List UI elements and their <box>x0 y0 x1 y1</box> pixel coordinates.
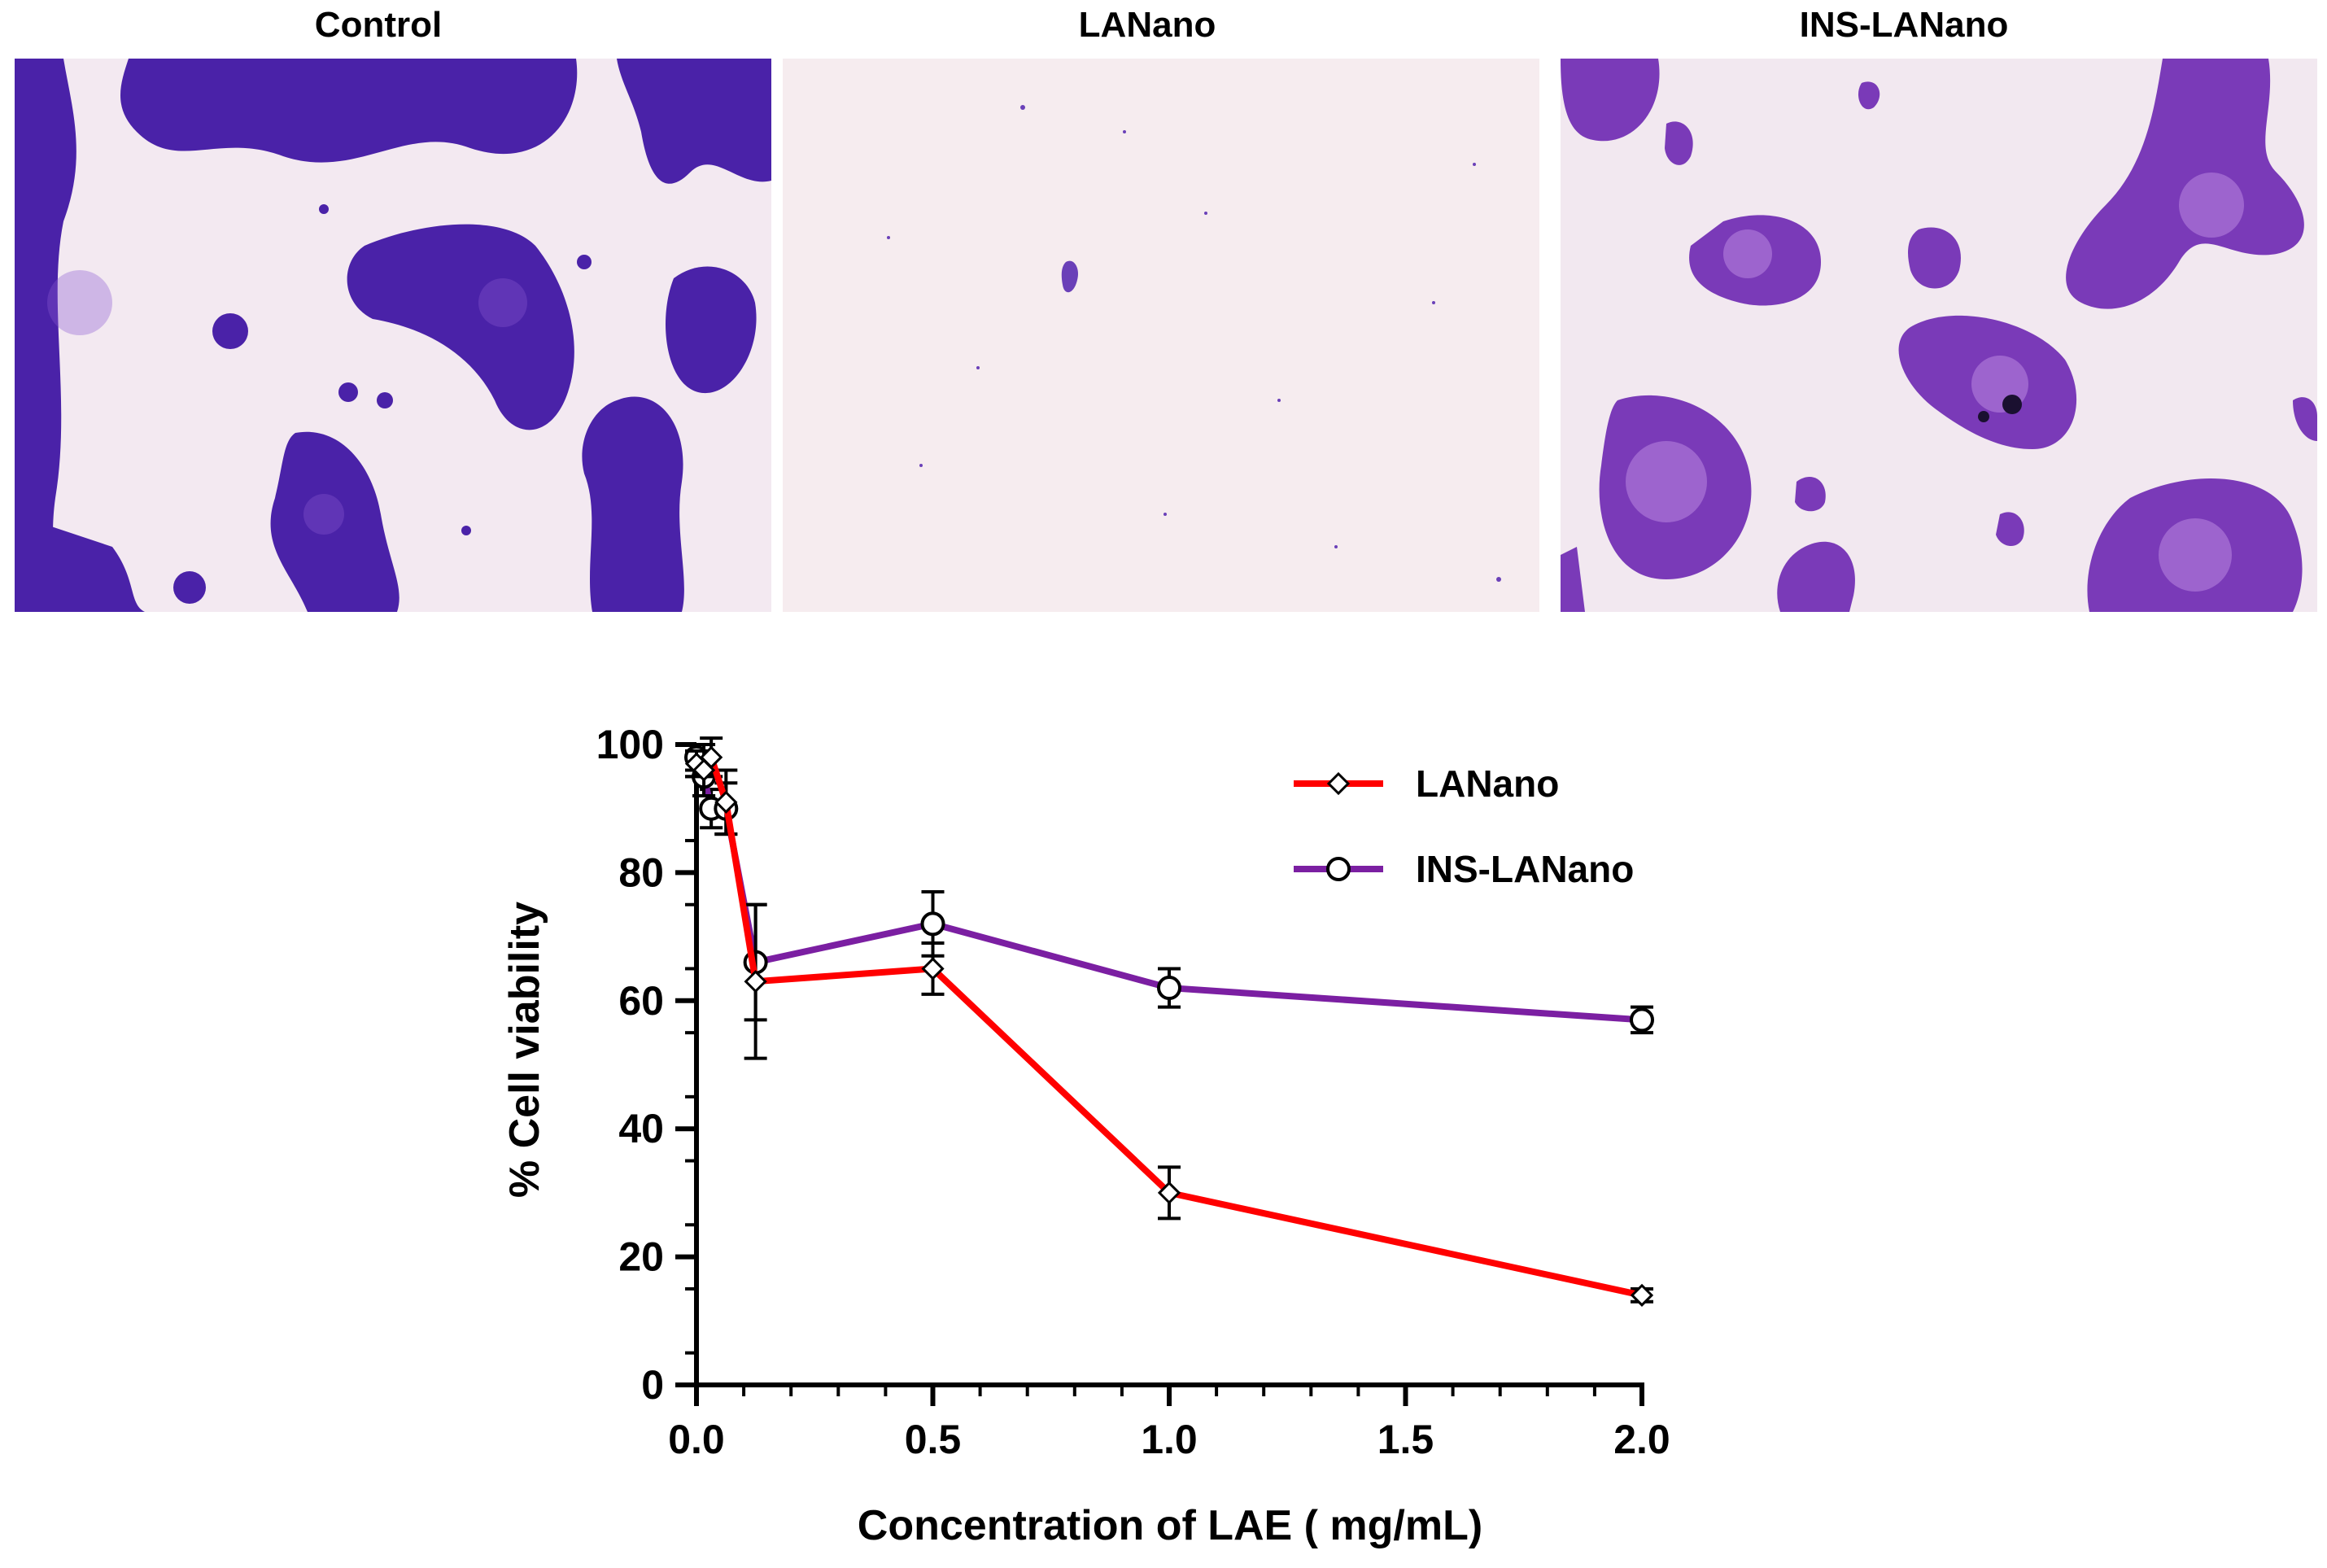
x-tick-label: 0.5 <box>905 1417 962 1462</box>
micrograph-ins-lanano <box>1561 59 2317 612</box>
data-point <box>714 790 738 814</box>
y-tick-label: 80 <box>618 850 664 895</box>
x-tick-labels: 0.0 0.5 1.0 1.5 2.0 <box>668 1417 1670 1462</box>
data-point <box>1157 976 1181 1001</box>
data-point <box>1630 1283 1654 1307</box>
series-lanano <box>684 736 1654 1307</box>
chart-axes <box>675 742 1644 1406</box>
panel-label-ins-lanano: INS-LANano <box>1799 5 2009 45</box>
data-point <box>1157 1181 1181 1205</box>
y-axis-label: % Cell viability <box>501 902 548 1198</box>
y-tick-label: 40 <box>618 1106 664 1151</box>
legend-label: INS-LANano <box>1416 848 1634 890</box>
micrograph-lanano <box>783 59 1539 612</box>
panel-label-lanano: LANano <box>1078 5 1216 45</box>
data-point <box>1630 1007 1654 1033</box>
y-tick-labels: 0 20 40 60 80 100 <box>596 722 664 1408</box>
x-tick-label: 1.5 <box>1377 1417 1434 1462</box>
data-point <box>744 970 767 994</box>
x-axis-label: Concentration of LAE ( mg/mL) <box>858 1502 1482 1549</box>
legend-label: LANano <box>1416 762 1559 805</box>
y-tick-label: 100 <box>596 722 664 767</box>
y-tick-label: 0 <box>641 1362 664 1408</box>
data-point <box>700 745 723 769</box>
series-layer <box>684 736 1654 1307</box>
y-tick-label: 20 <box>618 1234 664 1280</box>
x-tick-label: 2.0 <box>1613 1417 1670 1462</box>
x-tick-label: 0.0 <box>668 1417 725 1462</box>
panel-label-control: Control <box>314 5 443 45</box>
legend: LANano INS-LANano <box>1294 762 1634 890</box>
legend-marker <box>1326 771 1351 796</box>
data-point <box>921 957 945 981</box>
micrograph-control <box>15 59 771 612</box>
y-tick-label: 60 <box>618 978 664 1024</box>
data-point <box>920 911 945 937</box>
legend-marker <box>1326 857 1351 881</box>
x-tick-label: 1.0 <box>1141 1417 1198 1462</box>
